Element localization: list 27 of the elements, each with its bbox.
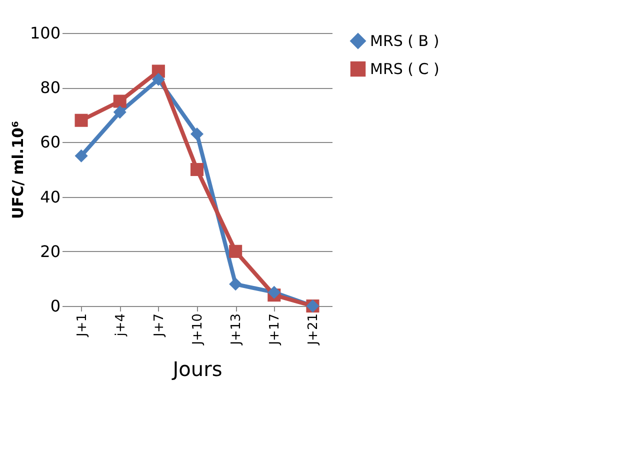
- x-tick-label: J+13: [229, 314, 244, 346]
- point: [74, 114, 88, 127]
- legend-label: MRS ( B ): [370, 32, 440, 50]
- point: [74, 149, 88, 162]
- point: [229, 244, 242, 258]
- point: [190, 127, 204, 141]
- point: [113, 94, 126, 108]
- y-tick-label: 80: [40, 78, 60, 98]
- point: [113, 106, 126, 119]
- point: [268, 286, 281, 299]
- legend-label: MRS ( C ): [370, 60, 440, 78]
- point: [152, 72, 165, 86]
- y-tick-label: 40: [40, 187, 60, 206]
- point: [190, 162, 204, 176]
- x-tick-label: J+7: [152, 314, 167, 338]
- point: [229, 278, 242, 291]
- x-tick-label: j+4: [113, 314, 128, 338]
- y-tick-label: 100: [30, 24, 60, 42]
- y-axis-title: UFC/ ml.10⁶: [8, 120, 27, 220]
- y-tick-label: 0: [50, 296, 60, 316]
- x-tick-label: J+21: [306, 314, 322, 346]
- x-tick-label: J+10: [190, 314, 206, 346]
- y-tick-label: 20: [40, 242, 60, 261]
- x-tick-label: J+1: [74, 314, 90, 338]
- x-tick-label: J+17: [268, 314, 283, 346]
- y-tick-label: 60: [40, 132, 60, 152]
- x-axis-title: Jours: [170, 356, 222, 381]
